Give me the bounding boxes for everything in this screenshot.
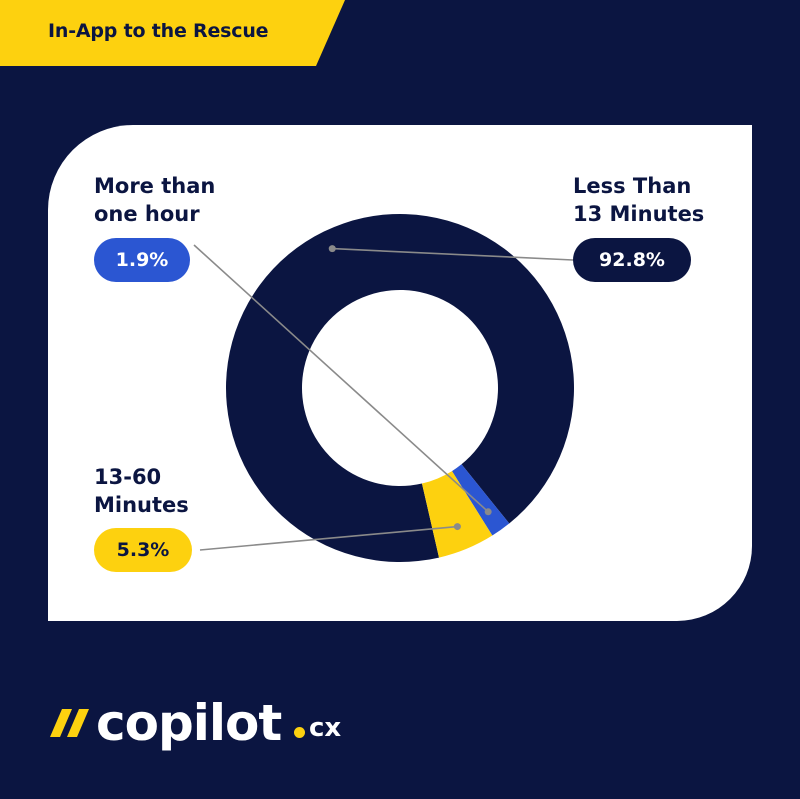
header-banner: In-App to the Rescue [0, 0, 350, 66]
double-slash-icon [50, 709, 89, 737]
donut-slice-more-than-one-hour [451, 464, 510, 536]
donut-slice-13-60-minutes [421, 471, 493, 558]
value-pill-more-than-one-hour: 1.9% [94, 238, 190, 282]
donut-chart [193, 214, 574, 563]
slice-label-line2: one hour [94, 202, 200, 226]
slice-label-more-than-one-hour: More than one hour [94, 172, 215, 228]
slice-label-line1: More than [94, 174, 216, 198]
page-title: In-App to the Rescue [48, 20, 269, 42]
logo-dot [294, 727, 305, 738]
leader-line-less-than-13-minutes [332, 247, 574, 261]
header-banner-shape [0, 0, 345, 66]
leader-dot-more-than-one-hour [484, 508, 492, 516]
logo-tld: cx [309, 713, 342, 743]
slice-label-less-than-13-minutes: Less Than 13 Minutes [573, 172, 704, 228]
slice-label-line1: 13-60 [94, 465, 162, 489]
value-pill-less-than-13-minutes: 92.8% [573, 238, 691, 282]
value-pill-13-60-minutes: 5.3% [94, 528, 192, 572]
donut-slice-less-than-13-minutes [225, 214, 574, 563]
leader-dot-less-than-13-minutes [328, 245, 336, 253]
slice-label-13-60-minutes: 13-60 Minutes [94, 463, 189, 519]
leader-dot-13-60-minutes [453, 523, 461, 531]
slice-label-line2: Minutes [94, 493, 189, 517]
leader-line-more-than-one-hour [193, 244, 489, 513]
leader-line-13-60-minutes [199, 525, 458, 551]
logo-wordmark: copilot [96, 694, 282, 752]
slice-label-line2: 13 Minutes [573, 202, 705, 226]
slice-label-line1: Less Than [573, 174, 692, 198]
